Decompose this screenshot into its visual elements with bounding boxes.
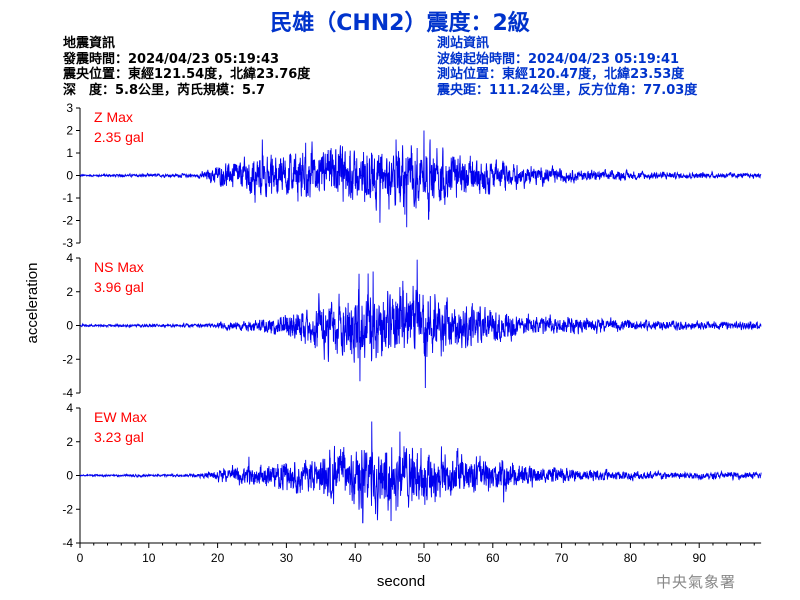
waveform-ns bbox=[79, 259, 762, 388]
y-tick-label: 4 bbox=[66, 251, 73, 265]
max-value-z: 2.35 gal bbox=[94, 129, 144, 145]
station-info: 測站資訊 波線起始時間：2024/04/23 05:19:41 測站位置：東經1… bbox=[437, 36, 697, 98]
x-tick-label: 80 bbox=[624, 551, 638, 565]
y-tick-label: 0 bbox=[66, 169, 73, 183]
x-tick-label: 40 bbox=[349, 551, 363, 565]
earthquake-time: 發震時間：2024/04/23 05:19:43 bbox=[63, 51, 280, 67]
y-tick-label: -2 bbox=[62, 502, 73, 516]
y-tick-label: -4 bbox=[62, 386, 73, 400]
max-label-ns: NS Max bbox=[94, 259, 144, 275]
y-tick-label: 1 bbox=[66, 146, 73, 160]
chart-title: 民雄（CHN2）震度：2級 bbox=[270, 11, 530, 36]
y-tick-label: -3 bbox=[62, 236, 73, 250]
max-label-z: Z Max bbox=[94, 109, 133, 125]
x-tick-label: 0 bbox=[77, 551, 84, 565]
earthquake-info: 地震資訊 發震時間：2024/04/23 05:19:43 震央位置：東經121… bbox=[63, 36, 310, 98]
y-tick-label: -2 bbox=[62, 214, 73, 228]
waveform-ew bbox=[79, 421, 762, 524]
y-tick-label: -2 bbox=[62, 352, 73, 366]
y-tick-label: 0 bbox=[66, 469, 73, 483]
x-tick-label: 60 bbox=[486, 551, 500, 565]
x-tick-label: 20 bbox=[211, 551, 225, 565]
x-tick-label: 50 bbox=[417, 551, 431, 565]
y-tick-label: 3 bbox=[66, 101, 73, 115]
x-axis-label: second bbox=[377, 573, 425, 590]
max-value-ew: 3.23 gal bbox=[94, 429, 144, 445]
y-tick-label: 2 bbox=[66, 285, 73, 299]
max-value-ns: 3.96 gal bbox=[94, 279, 144, 295]
y-tick-label: 0 bbox=[66, 319, 73, 333]
x-tick-label: 90 bbox=[693, 551, 707, 565]
x-tick-label: 10 bbox=[142, 551, 156, 565]
panel-ns: 4 2 0 -2 -4 NS Max 3.96 gal bbox=[62, 251, 762, 400]
y-tick-label: -4 bbox=[62, 536, 73, 550]
y-axis-label: acceleration bbox=[24, 263, 41, 344]
wave-start-time: 波線起始時間：2024/04/23 05:19:41 bbox=[437, 51, 680, 67]
x-tick-label: 70 bbox=[555, 551, 569, 565]
x-tick-label: 30 bbox=[280, 551, 294, 565]
station-location: 測站位置：東經120.47度，北緯23.53度 bbox=[437, 67, 685, 82]
epicentral-distance: 震央距：111.24公里，反方位角：77.03度 bbox=[437, 82, 698, 98]
y-tick-label: 2 bbox=[66, 124, 73, 138]
max-label-ew: EW Max bbox=[94, 409, 147, 425]
y-tick-label: 4 bbox=[66, 401, 73, 415]
station-info-heading: 測站資訊 bbox=[437, 36, 490, 51]
y-tick-label: 2 bbox=[66, 435, 73, 449]
waveform-z bbox=[79, 130, 762, 228]
depth-magnitude: 深 度：5.8公里，芮氏規模：5.7 bbox=[63, 82, 266, 98]
panel-z: 3 2 1 0 -1 -2 -3 Z Max 2.35 gal bbox=[62, 101, 762, 250]
earthquake-info-heading: 地震資訊 bbox=[63, 36, 116, 51]
y-tick-label: -1 bbox=[62, 191, 73, 205]
agency-credit: 中央氣象署 bbox=[656, 573, 737, 591]
panel-ew: 4 2 0 -2 -4 EW Max 3.23 gal bbox=[62, 401, 762, 550]
epicenter-location: 震央位置：東經121.54度，北緯23.76度 bbox=[63, 67, 311, 82]
